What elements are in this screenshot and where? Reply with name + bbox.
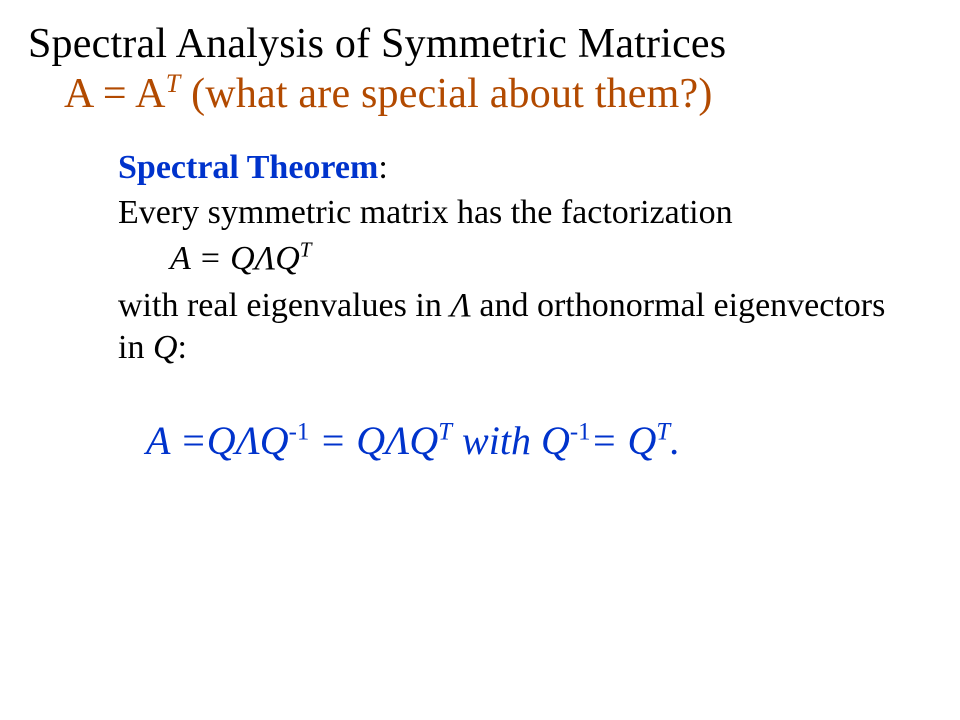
theorem-label-text: Spectral Theorem	[118, 149, 378, 186]
slide-body: Spectral Theorem: Every symmetric matrix…	[28, 147, 932, 466]
title-eq-lhs: A = A	[64, 71, 166, 117]
slide-title: Spectral Analysis of Symmetric Matrices …	[28, 20, 932, 119]
title-eq-sup: T	[166, 69, 181, 98]
title-line-2: A = AT (what are special about them?)	[28, 70, 932, 120]
theorem-final-eq: A =QΛQ-1 = QΛQT with Q-1= QT.	[118, 416, 892, 466]
slide: Spectral Analysis of Symmetric Matrices …	[0, 0, 960, 720]
theorem-colon: :	[378, 149, 387, 186]
theorem-label: Spectral Theorem:	[118, 147, 892, 190]
title-line-1: Spectral Analysis of Symmetric Matrices	[28, 20, 932, 70]
theorem-p1: Every symmetric matrix has the factoriza…	[118, 192, 892, 235]
theorem-p2: with real eigenvalues in Λ and orthonorm…	[118, 285, 892, 370]
title-line-2-suffix: (what are special about them?)	[180, 71, 712, 117]
theorem-eq1: A = QΛQT	[118, 238, 892, 281]
